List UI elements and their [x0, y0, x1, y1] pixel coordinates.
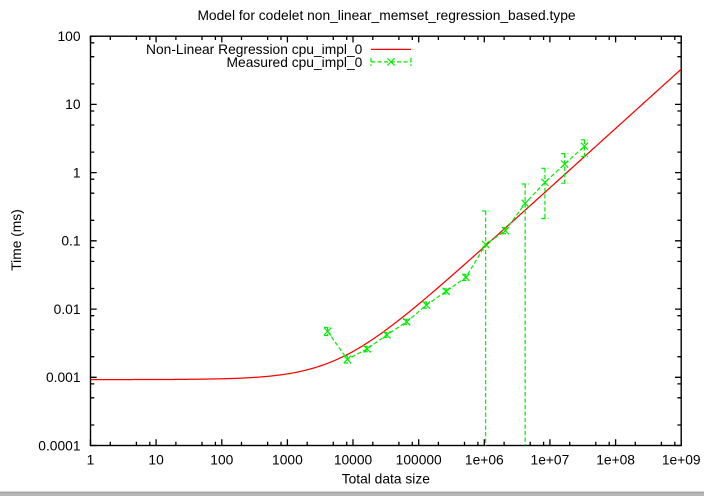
svg-text:Time (ms): Time (ms) — [9, 209, 24, 271]
svg-text:1: 1 — [73, 165, 81, 180]
svg-text:Model for codelet non_linear_m: Model for codelet non_linear_memset_regr… — [197, 8, 575, 23]
svg-text:Total data size: Total data size — [342, 471, 431, 486]
svg-text:1e+07: 1e+07 — [531, 453, 570, 468]
svg-text:1e+08: 1e+08 — [596, 453, 635, 468]
svg-text:10: 10 — [148, 453, 164, 468]
svg-text:10: 10 — [65, 97, 81, 112]
svg-text:0.1: 0.1 — [61, 234, 80, 249]
svg-text:0.01: 0.01 — [54, 302, 81, 317]
svg-text:1: 1 — [87, 453, 95, 468]
svg-text:1e+09: 1e+09 — [662, 453, 701, 468]
svg-text:1e+06: 1e+06 — [465, 453, 504, 468]
svg-text:Non-Linear Regression cpu_impl: Non-Linear Regression cpu_impl_0 — [146, 42, 363, 57]
svg-text:0.0001: 0.0001 — [38, 438, 80, 453]
svg-text:10000: 10000 — [334, 453, 373, 468]
svg-text:100: 100 — [57, 29, 80, 44]
svg-text:1000: 1000 — [272, 453, 303, 468]
svg-text:100: 100 — [210, 453, 233, 468]
svg-text:Measured cpu_impl_0: Measured cpu_impl_0 — [227, 55, 363, 70]
svg-text:100000: 100000 — [396, 453, 442, 468]
svg-text:0.001: 0.001 — [46, 370, 81, 385]
